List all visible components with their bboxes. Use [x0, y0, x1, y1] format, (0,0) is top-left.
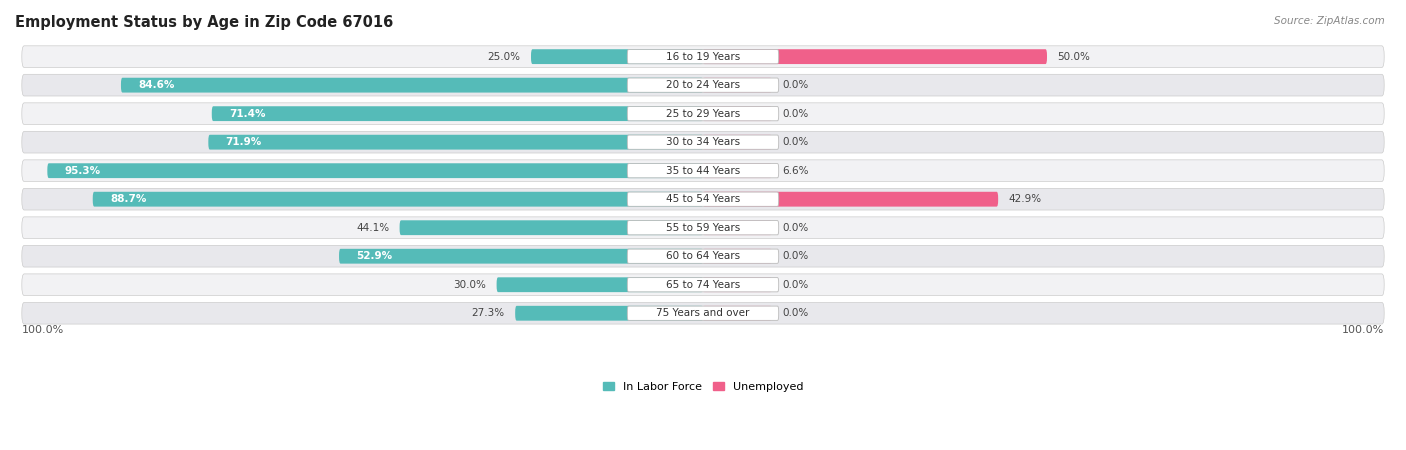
- Text: 35 to 44 Years: 35 to 44 Years: [666, 166, 740, 176]
- FancyBboxPatch shape: [515, 306, 703, 321]
- FancyBboxPatch shape: [531, 49, 703, 64]
- Text: 65 to 74 Years: 65 to 74 Years: [666, 280, 740, 290]
- Text: 45 to 54 Years: 45 to 54 Years: [666, 194, 740, 204]
- FancyBboxPatch shape: [627, 78, 779, 92]
- Text: 27.3%: 27.3%: [472, 308, 505, 318]
- Text: 0.0%: 0.0%: [782, 108, 808, 119]
- Text: 84.6%: 84.6%: [138, 80, 174, 90]
- Text: 55 to 59 Years: 55 to 59 Years: [666, 223, 740, 233]
- Text: 52.9%: 52.9%: [356, 251, 392, 261]
- Text: 30.0%: 30.0%: [453, 280, 486, 290]
- Text: 100.0%: 100.0%: [1341, 325, 1384, 335]
- FancyBboxPatch shape: [627, 163, 779, 178]
- Text: 44.1%: 44.1%: [356, 223, 389, 233]
- FancyBboxPatch shape: [627, 278, 779, 292]
- Text: 25 to 29 Years: 25 to 29 Years: [666, 108, 740, 119]
- FancyBboxPatch shape: [22, 131, 1384, 153]
- Text: 25.0%: 25.0%: [488, 52, 520, 62]
- FancyBboxPatch shape: [22, 189, 1384, 210]
- FancyBboxPatch shape: [627, 306, 779, 320]
- FancyBboxPatch shape: [703, 49, 1047, 64]
- FancyBboxPatch shape: [703, 220, 772, 235]
- Text: 75 Years and over: 75 Years and over: [657, 308, 749, 318]
- Text: 71.4%: 71.4%: [229, 108, 266, 119]
- Text: 20 to 24 Years: 20 to 24 Years: [666, 80, 740, 90]
- FancyBboxPatch shape: [208, 135, 703, 149]
- FancyBboxPatch shape: [703, 192, 998, 207]
- Text: Employment Status by Age in Zip Code 67016: Employment Status by Age in Zip Code 670…: [15, 15, 394, 30]
- FancyBboxPatch shape: [22, 274, 1384, 296]
- FancyBboxPatch shape: [703, 135, 772, 149]
- FancyBboxPatch shape: [22, 302, 1384, 324]
- FancyBboxPatch shape: [212, 106, 703, 121]
- FancyBboxPatch shape: [627, 50, 779, 64]
- Text: 16 to 19 Years: 16 to 19 Years: [666, 52, 740, 62]
- Legend: In Labor Force, Unemployed: In Labor Force, Unemployed: [598, 378, 808, 396]
- FancyBboxPatch shape: [22, 160, 1384, 181]
- FancyBboxPatch shape: [48, 163, 703, 178]
- FancyBboxPatch shape: [399, 220, 703, 235]
- FancyBboxPatch shape: [22, 103, 1384, 125]
- Text: 42.9%: 42.9%: [1008, 194, 1042, 204]
- Text: 0.0%: 0.0%: [782, 223, 808, 233]
- Text: 6.6%: 6.6%: [782, 166, 808, 176]
- FancyBboxPatch shape: [22, 217, 1384, 239]
- Text: 60 to 64 Years: 60 to 64 Years: [666, 251, 740, 261]
- Text: 0.0%: 0.0%: [782, 251, 808, 261]
- FancyBboxPatch shape: [703, 78, 772, 93]
- FancyBboxPatch shape: [339, 249, 703, 264]
- Text: 95.3%: 95.3%: [65, 166, 101, 176]
- FancyBboxPatch shape: [22, 74, 1384, 96]
- FancyBboxPatch shape: [93, 192, 703, 207]
- FancyBboxPatch shape: [627, 249, 779, 263]
- Text: 71.9%: 71.9%: [225, 137, 262, 147]
- FancyBboxPatch shape: [496, 277, 703, 292]
- FancyBboxPatch shape: [121, 78, 703, 93]
- FancyBboxPatch shape: [627, 135, 779, 149]
- FancyBboxPatch shape: [703, 163, 772, 178]
- Text: 30 to 34 Years: 30 to 34 Years: [666, 137, 740, 147]
- Text: 50.0%: 50.0%: [1057, 52, 1090, 62]
- Text: 0.0%: 0.0%: [782, 308, 808, 318]
- Text: 0.0%: 0.0%: [782, 80, 808, 90]
- Text: 0.0%: 0.0%: [782, 280, 808, 290]
- FancyBboxPatch shape: [703, 106, 772, 121]
- FancyBboxPatch shape: [22, 46, 1384, 68]
- Text: 0.0%: 0.0%: [782, 137, 808, 147]
- Text: 88.7%: 88.7%: [110, 194, 146, 204]
- FancyBboxPatch shape: [22, 245, 1384, 267]
- FancyBboxPatch shape: [627, 192, 779, 206]
- FancyBboxPatch shape: [703, 277, 772, 292]
- FancyBboxPatch shape: [703, 306, 772, 321]
- Text: Source: ZipAtlas.com: Source: ZipAtlas.com: [1274, 16, 1385, 26]
- Text: 100.0%: 100.0%: [22, 325, 65, 335]
- FancyBboxPatch shape: [703, 249, 772, 264]
- FancyBboxPatch shape: [627, 107, 779, 121]
- FancyBboxPatch shape: [627, 220, 779, 235]
